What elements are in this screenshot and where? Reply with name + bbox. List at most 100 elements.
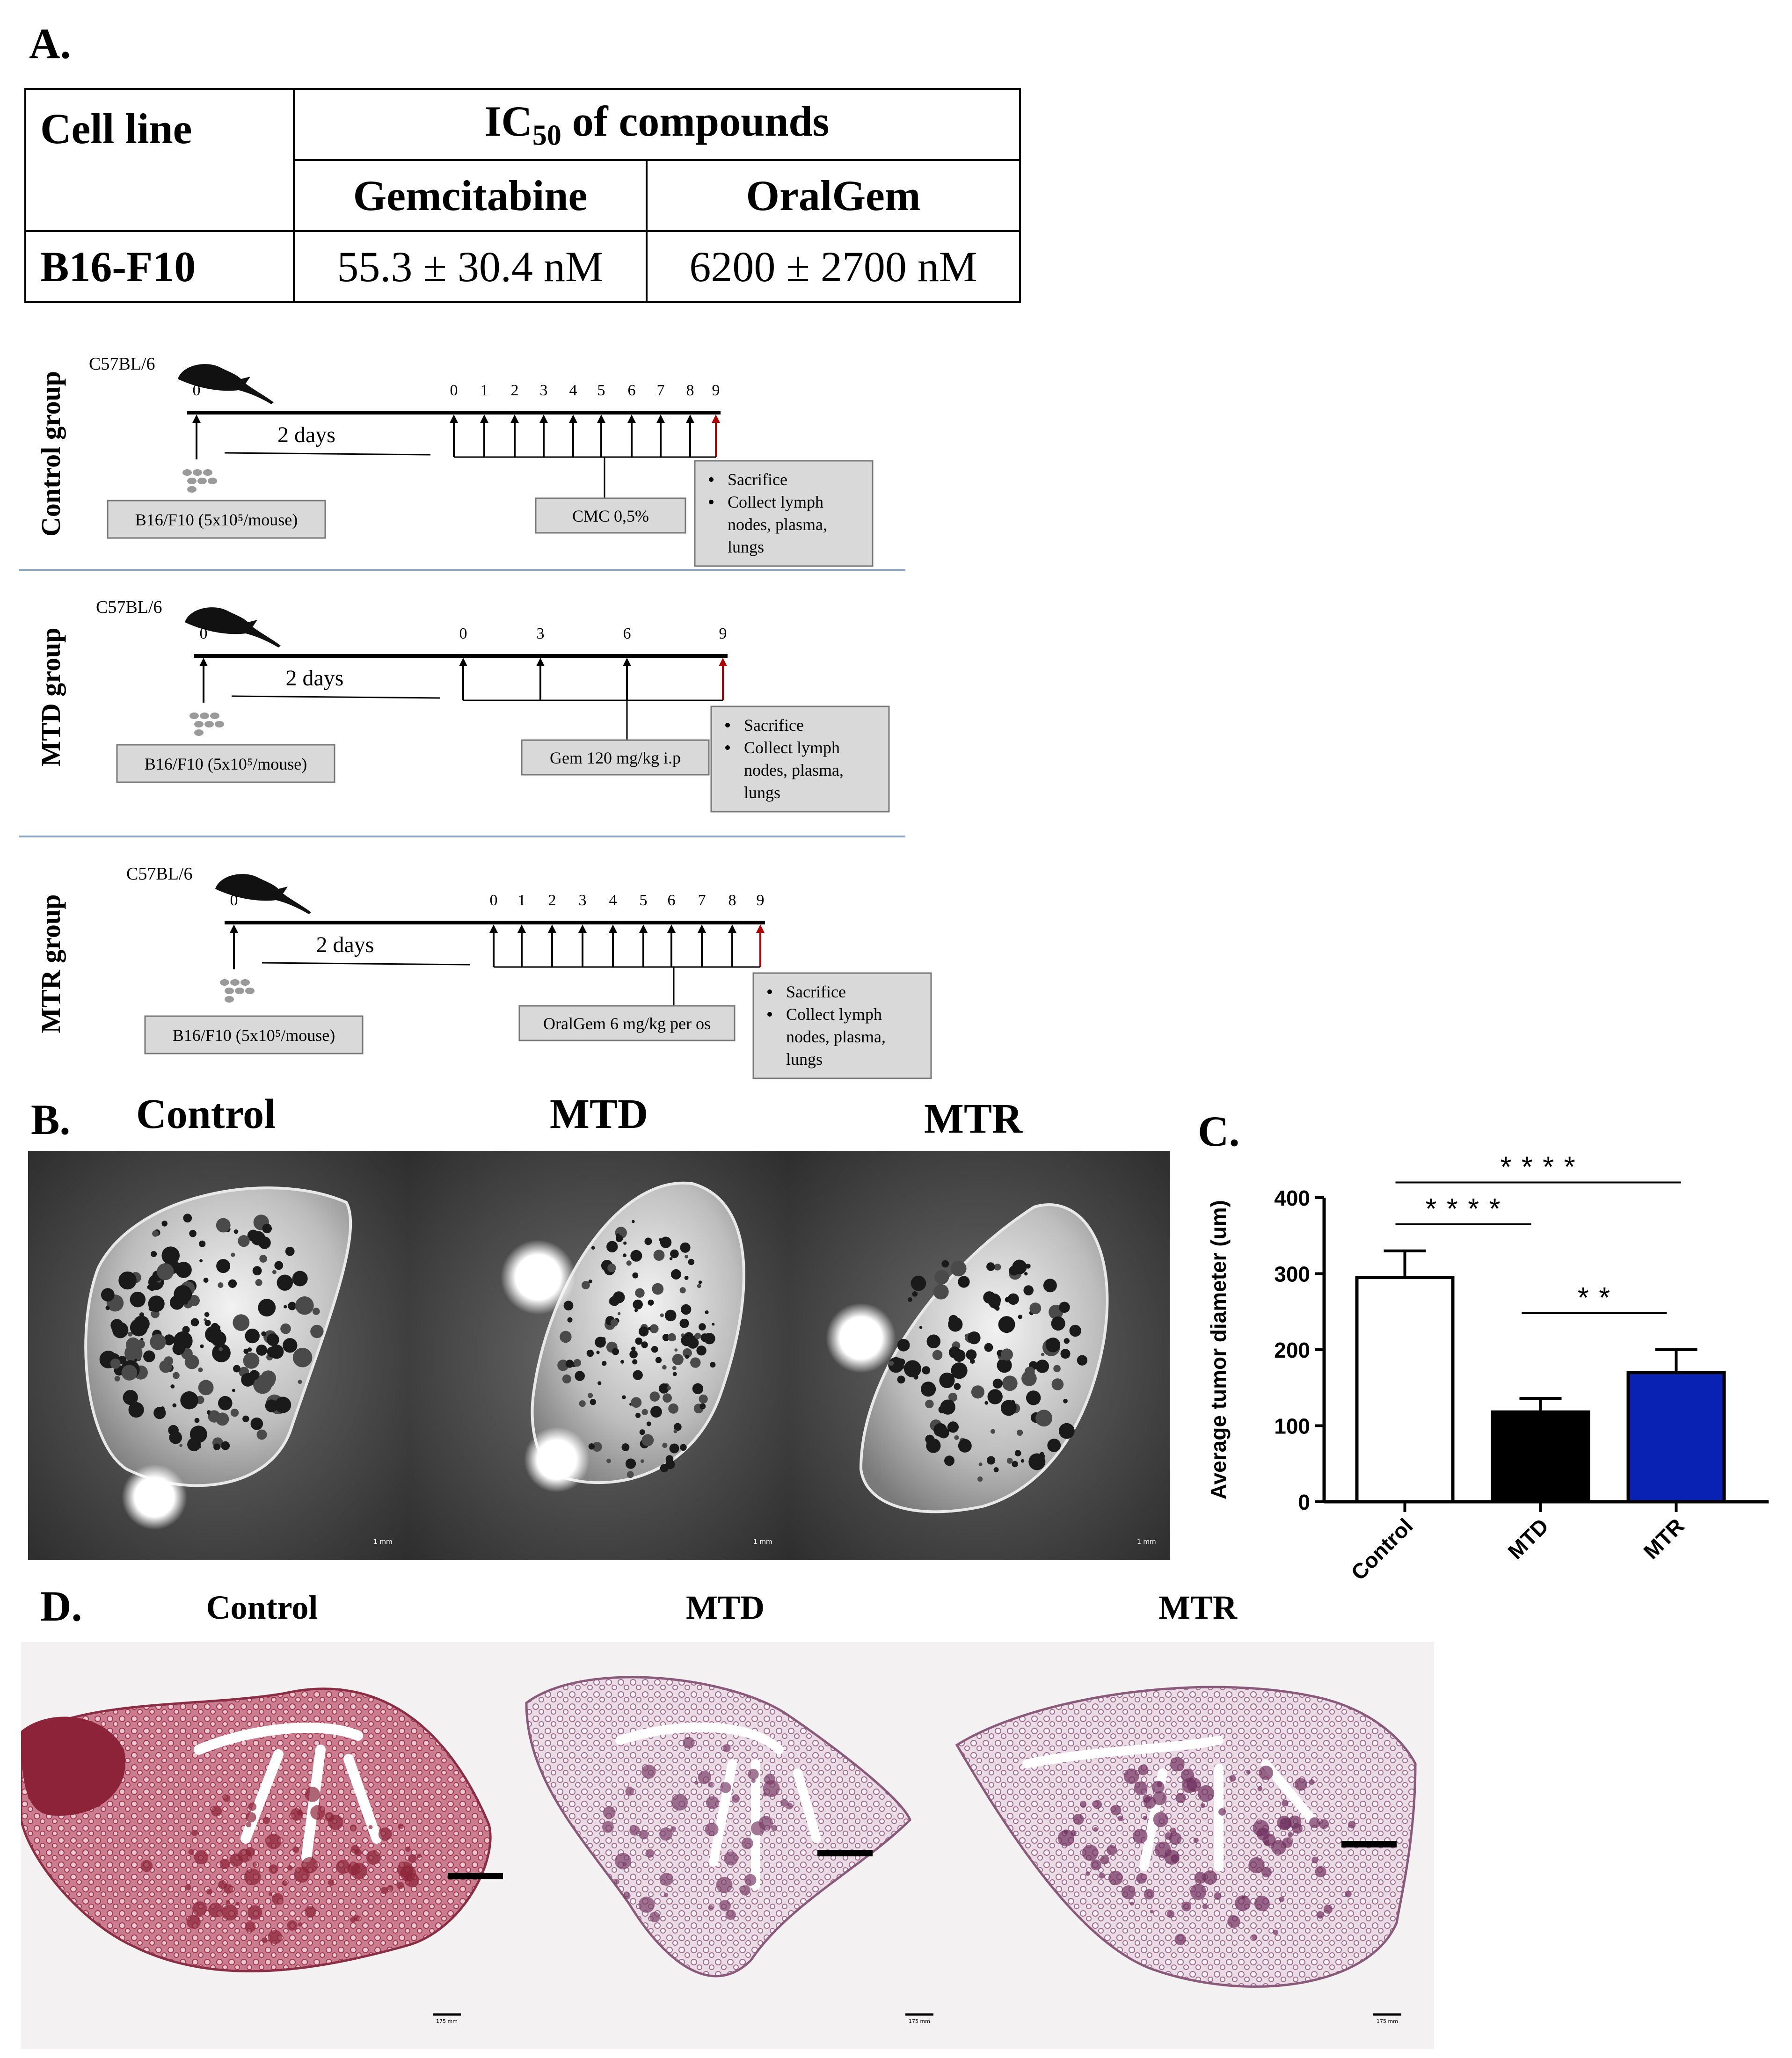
- cell-icon: [187, 486, 197, 493]
- significance-stars: * * * *: [1500, 1151, 1576, 1184]
- metastasis-dot: [199, 1240, 206, 1247]
- tumor-focus: [1085, 1871, 1090, 1876]
- metastasis-dot: [579, 1400, 586, 1407]
- day-arrowhead: [728, 924, 736, 933]
- tumor-focus: [1071, 1830, 1077, 1836]
- tumor-focus: [140, 1860, 153, 1872]
- tumor-focus: [298, 1922, 303, 1927]
- metastasis-dot: [184, 1354, 199, 1369]
- histo-label-mtr: MTR: [1158, 1589, 1237, 1626]
- metastasis-dot: [187, 1438, 201, 1452]
- metastasis-dot: [681, 1334, 692, 1346]
- photo-label-mtr: MTR: [924, 1096, 1022, 1142]
- tumor-focus: [1254, 1896, 1270, 1912]
- metastasis-dot: [987, 1389, 1003, 1404]
- metastasis-dot: [685, 1354, 689, 1359]
- metastasis-dot: [283, 1338, 298, 1353]
- bullet: [709, 500, 714, 504]
- tumor-focus: [350, 1845, 360, 1854]
- metastasis-dot: [601, 1360, 607, 1366]
- cell-icon: [182, 469, 192, 476]
- day-label: 1: [518, 892, 526, 909]
- mouse-icon: [185, 607, 281, 647]
- tumor-focus: [1057, 1830, 1074, 1847]
- tumor-focus: [408, 1854, 417, 1863]
- tumor-focus: [206, 1888, 212, 1895]
- metastasis-dot: [897, 1338, 910, 1352]
- metastasis-dot: [1029, 1302, 1042, 1315]
- cells-box-label: B16/F10 (5x10⁵/mouse): [135, 510, 298, 529]
- endpoint-line: Sacrifice: [728, 470, 787, 489]
- scheme-day0: 0: [193, 382, 201, 399]
- cell-icon: [235, 988, 244, 994]
- metastasis-dot: [625, 1458, 636, 1469]
- tumor-focus: [724, 1851, 738, 1866]
- day-label: 7: [657, 382, 665, 399]
- tumor-focus: [1108, 1870, 1123, 1885]
- scheme-strain: C57BL/6: [126, 864, 192, 884]
- metastasis-dot: [904, 1360, 921, 1378]
- tumor-focus: [670, 1826, 676, 1832]
- metastasis-dot: [622, 1253, 626, 1258]
- tumor-focus: [1253, 1820, 1269, 1837]
- tumor-focus: [706, 1796, 719, 1810]
- metastasis-dot: [632, 1359, 638, 1365]
- metastasis-dot: [641, 1434, 654, 1447]
- panel-c-letter: C.: [1198, 1107, 1240, 1155]
- scheme-1: Control group C57BL/6 0 2 days 0 1 2 3 4 5 6 7 8 9 B16…: [36, 354, 874, 567]
- day-label: 9: [757, 892, 765, 909]
- tumor-focus: [744, 1874, 757, 1886]
- ic50-suffix: of compounds: [561, 97, 830, 145]
- tumor-focus: [211, 1805, 222, 1817]
- tumor-focus: [751, 1778, 756, 1783]
- tumor-focus: [1257, 1786, 1263, 1791]
- metastasis-dot: [699, 1403, 706, 1410]
- metastasis-dot: [245, 1328, 260, 1344]
- day-label: 2: [548, 892, 556, 909]
- day-label: 0: [450, 382, 458, 399]
- endpoint-line: Sacrifice: [786, 982, 846, 1001]
- metastasis-dot: [670, 1249, 679, 1258]
- tumor-focus: [1200, 1803, 1205, 1808]
- tumor-focus: [763, 1780, 780, 1797]
- metastasis-dot: [934, 1270, 949, 1285]
- metastasis-dot: [163, 1334, 175, 1345]
- metastasis-dot: [1026, 1264, 1031, 1269]
- metastasis-dot: [672, 1366, 677, 1370]
- day-arrowhead: [510, 415, 519, 423]
- day-arrowhead: [569, 415, 577, 423]
- metastasis-dot: [204, 1312, 210, 1317]
- metastasis-dot: [265, 1399, 278, 1412]
- arrowhead-day0: [199, 658, 208, 666]
- metastasis-dot: [650, 1406, 662, 1418]
- scale-mtd: 1 mm: [753, 1538, 772, 1546]
- tumor-focus: [698, 1771, 711, 1784]
- bar-mtd: [1491, 1410, 1590, 1504]
- oralgem-ic50-value: 6200 ± 2700 nM: [646, 230, 1021, 303]
- metastasis-dot: [655, 1357, 662, 1363]
- tumor-focus: [1271, 1840, 1286, 1855]
- tumor-focus: [720, 1782, 731, 1793]
- tumor-focus: [1144, 1889, 1155, 1900]
- scheme-day0: 0: [200, 625, 208, 642]
- tumor-focus: [708, 1905, 714, 1911]
- day-label: 3: [579, 892, 587, 909]
- metastasis-dot: [667, 1386, 671, 1390]
- metastasis-dot: [646, 1421, 651, 1426]
- cells-box-label: B16/F10 (5x10⁵/mouse): [173, 1026, 335, 1045]
- interval-line: [224, 452, 431, 456]
- histo-label-mtd: MTD: [686, 1589, 765, 1626]
- metastasis-dot: [622, 1395, 626, 1399]
- metastasis-dot: [620, 1360, 625, 1364]
- metastasis-dot: [1047, 1439, 1061, 1452]
- metastasis-dot: [134, 1359, 138, 1362]
- metastasis-dot: [114, 1375, 120, 1382]
- metastasis-dot: [203, 1278, 209, 1283]
- metastasis-dot: [179, 1444, 182, 1447]
- metastasis-dot: [968, 1331, 981, 1345]
- day-arrowhead: [667, 924, 676, 933]
- cell-icon: [208, 478, 217, 484]
- tumor-focus: [1218, 1808, 1226, 1816]
- metastasis-dot: [128, 1331, 133, 1337]
- tumor-focus: [1227, 1915, 1240, 1928]
